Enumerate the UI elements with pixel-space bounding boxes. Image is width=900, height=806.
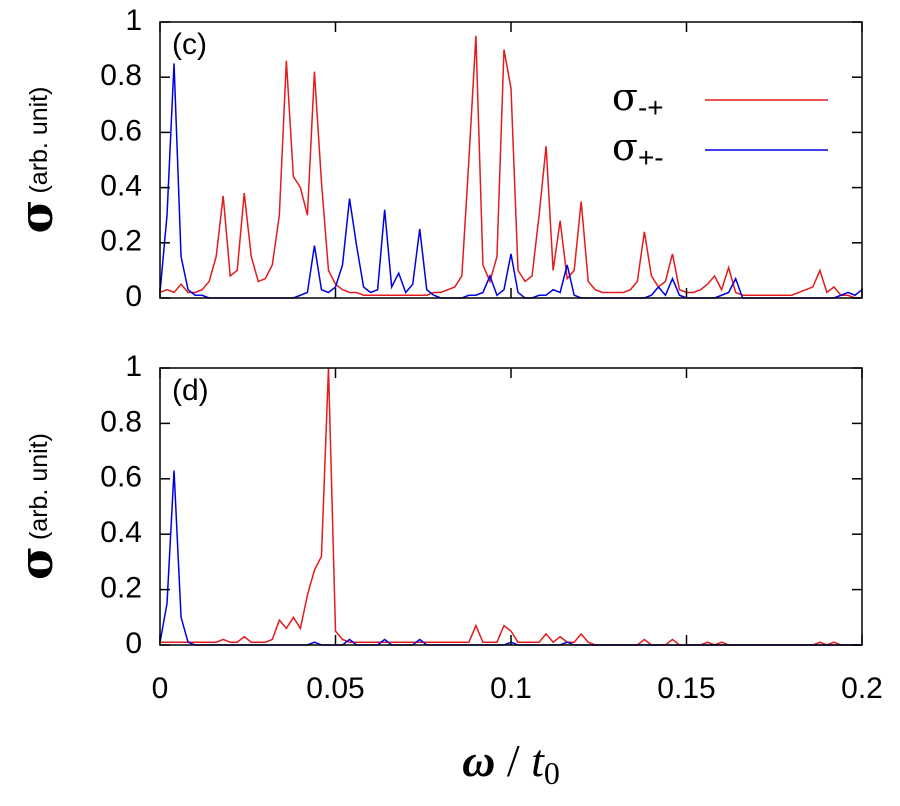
y-tick-label: 0.2 (100, 572, 142, 605)
x-tick-label: 0.2 (841, 672, 883, 705)
series-line (159, 35, 862, 299)
legend-symbol: σ (612, 75, 638, 119)
y-tick-label: 0.6 (100, 461, 142, 494)
y-axis-label: σ (arb. unit) (9, 87, 63, 234)
y-tick-label: 0.2 (100, 225, 142, 258)
y-tick-label: 0.8 (100, 405, 142, 438)
legend-symbol: σ (612, 125, 638, 169)
y-label-symbol: σ (9, 546, 63, 580)
panel-label: (d) (172, 374, 209, 407)
y-label-symbol: σ (9, 200, 63, 234)
y-tick-label: 0.4 (100, 170, 142, 203)
series-line (160, 367, 862, 646)
y-tick-label: 0.4 (100, 516, 142, 549)
x-label-sep: / (495, 735, 531, 786)
y-label-unit: (arb. unit) (25, 87, 53, 194)
x-axis-label: ω / t0 (462, 735, 560, 792)
x-label-sub: 0 (544, 755, 560, 791)
y-tick-label: 1 (125, 350, 142, 383)
x-label-var: t (531, 735, 545, 786)
y-label-unit: (arb. unit) (25, 433, 53, 540)
x-tick-label: 0 (152, 672, 169, 705)
panel-label: (c) (172, 28, 207, 61)
x-tick-label: 0.1 (490, 672, 532, 705)
x-tick-label: 0.15 (657, 672, 715, 705)
y-tick-label: 0 (125, 627, 142, 660)
x-tick-label: 0.05 (306, 672, 364, 705)
y-axis-label: σ (arb. unit) (9, 433, 63, 580)
legend-subscript: +- (638, 142, 664, 173)
series-line (159, 470, 862, 646)
y-tick-label: 0.6 (100, 114, 142, 147)
x-label-symbol: ω (462, 735, 495, 786)
y-tick-label: 0 (125, 280, 142, 313)
plot-frame (159, 367, 863, 646)
y-tick-label: 1 (125, 4, 142, 37)
y-tick-label: 0.8 (100, 59, 142, 92)
legend-label: σ+- (612, 125, 664, 174)
legend-label: σ-+ (612, 75, 664, 124)
legend-subscript: -+ (638, 92, 664, 123)
